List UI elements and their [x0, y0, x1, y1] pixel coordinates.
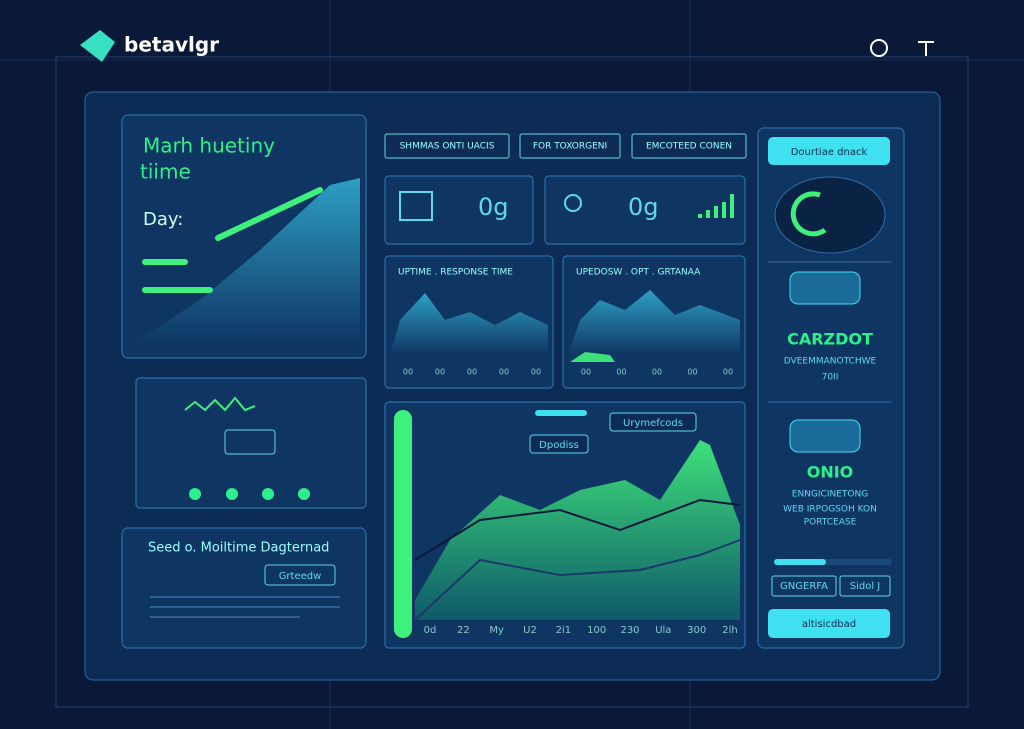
badge	[609, 412, 697, 432]
button[interactable]	[768, 609, 890, 638]
left-bottom-panel	[121, 527, 367, 649]
logo	[80, 30, 115, 62]
x-tick-label: U2	[523, 625, 537, 636]
badge	[529, 434, 589, 454]
x-tick-label: 00	[435, 368, 445, 377]
x-tick-label: 00	[652, 368, 662, 377]
line	[414, 539, 741, 621]
x-tick-label: 00	[467, 368, 477, 377]
brand: betavlgr	[124, 33, 219, 57]
panel-label: Day:	[143, 209, 183, 230]
x-tick-label: 22	[457, 625, 470, 636]
slider[interactable]	[394, 410, 412, 638]
right-panel	[757, 127, 905, 649]
section-title: Seed o. Moiltime Dagternad	[148, 541, 329, 556]
tab[interactable]	[384, 133, 510, 159]
trend-line	[215, 187, 323, 241]
mini-line	[184, 396, 256, 412]
button[interactable]	[839, 575, 891, 597]
mini-box	[224, 429, 276, 455]
header-icons	[870, 39, 934, 57]
area-shape	[570, 352, 615, 362]
card-title: CARZDOT	[787, 330, 873, 349]
stat-card	[544, 175, 746, 245]
x-tick-label: 100	[587, 625, 606, 636]
card-text: 70II	[822, 373, 839, 383]
card-text: ENNGICINETONG	[792, 490, 868, 500]
area-shape	[415, 440, 740, 620]
badge-label: Urymefcods	[623, 418, 683, 429]
tab[interactable]	[519, 133, 621, 159]
x-tick-label: 00	[616, 368, 626, 377]
icon	[399, 191, 433, 221]
x-tick-label: 00	[581, 368, 591, 377]
area-shape	[390, 293, 548, 355]
tab[interactable]	[631, 133, 747, 159]
bars	[142, 259, 213, 293]
progress	[774, 559, 826, 565]
chart-title: UPTIME . RESPONSE TIME	[398, 268, 513, 278]
button[interactable]	[768, 137, 890, 165]
area-shape	[130, 178, 360, 345]
dots	[189, 488, 310, 500]
outer-frame	[55, 56, 969, 708]
tab-label[interactable]: FOR TOXORGENI	[533, 142, 607, 152]
x-tick-label: 2lh	[722, 625, 737, 636]
button-label[interactable]: Sidol J	[850, 581, 881, 592]
tab-label[interactable]: SHMMAS ONTI UACIS	[400, 142, 495, 152]
text-lines	[150, 596, 340, 618]
badge-label: Dpodiss	[539, 440, 579, 451]
button[interactable]	[264, 564, 336, 586]
gauge-arc	[790, 191, 827, 237]
illustration	[789, 271, 861, 305]
line	[414, 498, 741, 561]
tab-label[interactable]: EMCOTEED CONEN	[646, 142, 732, 152]
stat-card	[384, 175, 534, 245]
x-tick-label: 00	[723, 368, 733, 377]
stat-value: 0g	[478, 193, 509, 221]
panel-title: Marh huetiny	[143, 134, 275, 158]
stat-value: 0g	[628, 193, 659, 221]
x-tick-label: 00	[687, 368, 697, 377]
button[interactable]	[771, 575, 837, 597]
chart-title: UPEDOSW . OPT . GRTANAA	[576, 268, 701, 278]
card-text: PORTCEASE	[804, 518, 857, 528]
area-shape	[568, 290, 740, 355]
button-label[interactable]: Grteedw	[279, 571, 322, 582]
button-label[interactable]: altisicdbad	[802, 619, 856, 630]
x-tick-label: 300	[687, 625, 706, 636]
x-tick-label: 00	[403, 368, 413, 377]
x-tick-label: My	[489, 625, 504, 636]
card-title: ONIO	[807, 463, 854, 482]
panel-title: tiime	[140, 160, 191, 184]
x-tick-label: 230	[620, 625, 639, 636]
x-tick-label: 0d	[424, 625, 437, 636]
mini-chart-panel	[135, 377, 367, 509]
x-tick-label: Ula	[655, 625, 671, 636]
progress	[535, 410, 587, 416]
icon	[564, 194, 582, 212]
bar-icon	[698, 194, 734, 218]
x-tick-label: 2i1	[556, 625, 572, 636]
button-label[interactable]: GNGERFA	[780, 581, 828, 592]
card-text: WEB IRPOGSOH KON	[783, 505, 877, 515]
illustration	[789, 419, 861, 453]
card-text: DVEEMMANOTCHWE	[784, 357, 877, 367]
button-label[interactable]: Dourtiae dnack	[791, 147, 868, 158]
x-tick-label: 00	[499, 368, 509, 377]
x-tick-label: 00	[531, 368, 541, 377]
